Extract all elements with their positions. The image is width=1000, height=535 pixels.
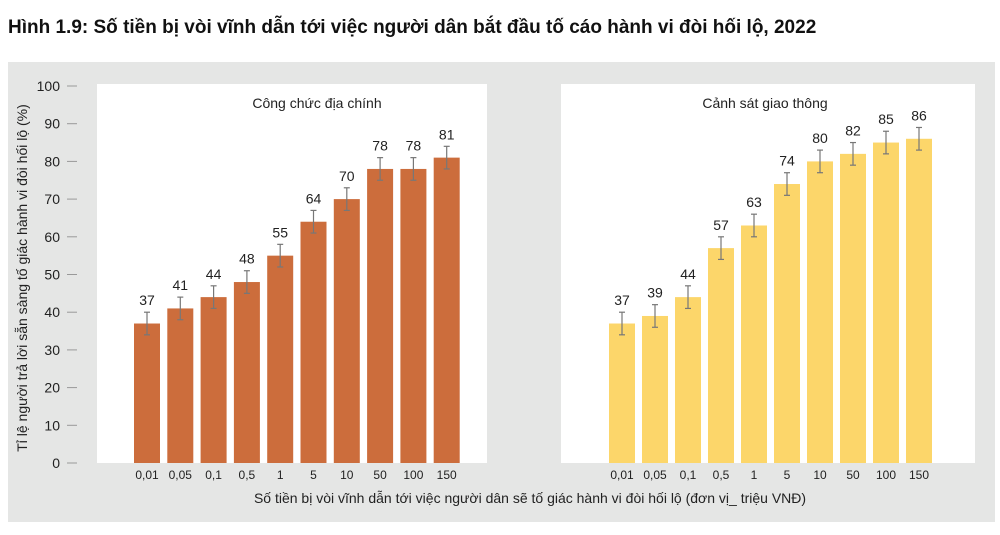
y-tick-label: 60 [44, 229, 60, 245]
y-tick-label: 80 [44, 153, 60, 169]
data-label: 57 [713, 217, 729, 233]
x-tick-label: 150 [437, 468, 457, 482]
y-tick-label: 10 [44, 417, 60, 433]
x-tick-label: 5 [310, 468, 317, 482]
data-label: 64 [306, 190, 322, 206]
bar [300, 221, 327, 463]
data-label: 85 [878, 111, 894, 127]
data-label: 44 [680, 266, 696, 282]
data-label: 39 [647, 285, 663, 301]
y-tick-label: 100 [37, 78, 61, 94]
x-tick-label: 0,1 [680, 468, 697, 482]
bar [642, 315, 668, 463]
panel-title-right: Cảnh sát giao thông [702, 95, 827, 111]
bar [873, 142, 899, 464]
x-tick-label: 50 [373, 468, 387, 482]
x-tick-label: 100 [403, 468, 423, 482]
y-tick-label: 40 [44, 304, 60, 320]
data-label: 74 [779, 153, 795, 169]
data-label: 37 [614, 292, 630, 308]
data-label: 48 [239, 251, 255, 267]
x-tick-label: 5 [784, 468, 791, 482]
bar [233, 282, 260, 463]
x-tick-label: 0,1 [205, 468, 222, 482]
x-tick-label: 10 [813, 468, 827, 482]
bar [906, 138, 932, 463]
y-axis-label: Tỉ lệ người trả lời sẵn sàng tố giác hàn… [14, 104, 30, 452]
x-tick-label: 1 [751, 468, 758, 482]
bar [433, 157, 460, 463]
bar [200, 297, 227, 463]
x-tick-label: 0,5 [239, 468, 256, 482]
data-label: 81 [439, 126, 455, 142]
bar [774, 184, 800, 463]
x-tick-label: 50 [846, 468, 860, 482]
x-tick-label: 0,05 [169, 468, 193, 482]
bar [134, 323, 160, 463]
x-tick-label: 1 [277, 468, 284, 482]
y-tick-label: 0 [52, 455, 60, 471]
x-tick-label: 100 [876, 468, 896, 482]
bar [807, 161, 833, 463]
y-tick-label: 90 [44, 116, 60, 132]
y-tick-label: 20 [44, 380, 60, 396]
data-label: 55 [272, 224, 288, 240]
x-tick-label: 0,05 [643, 468, 667, 482]
data-label: 82 [845, 123, 861, 139]
x-tick-label: 0,01 [135, 468, 159, 482]
x-tick-label: 0,01 [610, 468, 634, 482]
bar [367, 168, 394, 463]
y-tick-label: 30 [44, 342, 60, 358]
data-label: 80 [812, 130, 828, 146]
data-label: 63 [746, 194, 762, 210]
bar [609, 323, 635, 463]
figure-title: Hình 1.9: Số tiền bị vòi vĩnh dẫn tới vi… [8, 17, 817, 38]
y-tick-label: 70 [44, 191, 60, 207]
data-label: 41 [173, 277, 189, 293]
bar [267, 255, 294, 463]
data-label: 44 [206, 266, 222, 282]
x-axis-label: Số tiền bị vòi vĩnh dẫn tới việc người d… [254, 490, 806, 506]
bar [840, 153, 866, 464]
data-label: 78 [372, 138, 388, 154]
data-label: 70 [339, 168, 355, 184]
bar [675, 297, 701, 463]
bar [167, 308, 194, 463]
x-tick-label: 10 [340, 468, 354, 482]
panel-title-left: Công chức địa chính [252, 95, 381, 111]
bar [708, 248, 734, 463]
y-tick-label: 50 [44, 267, 60, 283]
bar [400, 168, 427, 463]
x-tick-label: 150 [909, 468, 929, 482]
bar [741, 225, 767, 463]
data-label: 86 [911, 107, 927, 123]
data-label: 37 [139, 292, 155, 308]
bar [333, 199, 360, 463]
data-label: 78 [406, 138, 422, 154]
x-tick-label: 0,5 [713, 468, 730, 482]
